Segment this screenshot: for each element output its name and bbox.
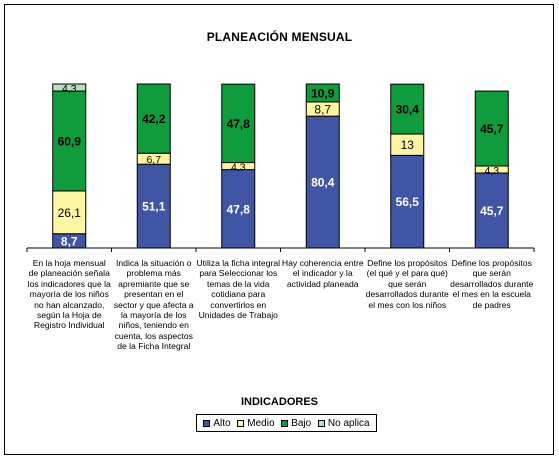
legend-item-no-aplica: No aplica — [317, 417, 370, 429]
category-label-3: Utiliza la ficha integral para Seleccion… — [196, 258, 281, 321]
category-label-5: Define los propósitos (el qué y el para … — [365, 258, 449, 310]
data-label-bajo-1: 60,9 — [58, 134, 82, 148]
legend-swatch-alto — [203, 419, 211, 427]
bar-no-aplica-1 — [52, 83, 87, 92]
data-label-bajo-6: 45,7 — [480, 122, 504, 136]
legend-label-no-aplica: No aplica — [327, 417, 370, 429]
data-label-medio-4: 8,7 — [314, 103, 331, 117]
bar-bajo-6 — [474, 90, 509, 167]
category-label-6: Define los propósitos que serán desarrol… — [450, 258, 534, 310]
bar-bajo-1 — [52, 90, 87, 192]
data-label-medio-3: 4,3 — [231, 162, 246, 174]
data-label-alto-3: 47,8 — [227, 202, 251, 216]
bar-alto-6 — [474, 172, 509, 249]
bar-bajo-5 — [390, 83, 425, 135]
legend-label-medio: Medio — [247, 417, 275, 429]
legend: Alto Medio Bajo No aplica — [196, 414, 377, 432]
legend-swatch-bajo — [281, 419, 289, 427]
data-label-alto-5: 56,5 — [396, 195, 420, 209]
bar-bajo-3 — [221, 83, 256, 164]
x-axis-label: INDICADORES — [240, 396, 318, 408]
chart-title: PLANEACIÓN MENSUAL — [206, 30, 353, 44]
legend-item-medio: Medio — [237, 417, 275, 429]
legend-swatch-medio — [237, 419, 245, 427]
data-label-bajo-5: 30,4 — [396, 103, 420, 117]
bar-alto-2 — [136, 163, 171, 249]
data-label-alto-6: 45,7 — [480, 204, 504, 218]
bar-medio-1 — [52, 190, 87, 235]
data-label-medio-1: 26,1 — [58, 206, 82, 220]
bar-alto-4 — [305, 115, 340, 249]
legend-swatch-no-aplica — [317, 419, 325, 427]
data-label-alto-4: 80,4 — [311, 176, 335, 190]
data-label-medio-5: 13 — [401, 138, 415, 152]
legend-item-alto: Alto — [203, 417, 231, 429]
bar-bajo-4 — [305, 83, 340, 103]
bar-alto-5 — [390, 154, 425, 249]
data-label-medio-6: 4,3 — [484, 165, 499, 177]
data-label-bajo-3: 47,8 — [227, 117, 251, 131]
legend-label-alto: Alto — [213, 417, 231, 429]
legend-item-bajo: Bajo — [281, 418, 311, 429]
legend-label-bajo: Bajo — [291, 417, 312, 429]
bar-bajo-2 — [136, 83, 171, 154]
data-label-no-aplica-1: 4,3 — [62, 83, 77, 95]
data-label-alto-1: 8,7 — [61, 234, 78, 248]
bar-alto-3 — [221, 169, 256, 249]
data-label-bajo-2: 42,2 — [142, 112, 166, 126]
data-label-alto-2: 51,1 — [142, 200, 166, 214]
data-label-medio-2: 6,7 — [146, 154, 161, 166]
category-label-1: En la hoja mensual de planeación señala … — [27, 258, 111, 331]
data-label-bajo-4: 10,9 — [311, 86, 335, 100]
category-label-2: Indica la situación o problema más aprem… — [113, 258, 194, 352]
chart-frame — [4, 4, 554, 455]
category-label-4: Hay coherencia entre el indicador y la a… — [281, 258, 364, 289]
